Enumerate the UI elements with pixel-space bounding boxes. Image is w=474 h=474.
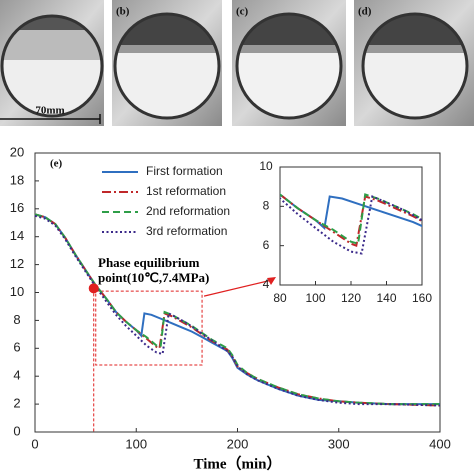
x-tick-label: 400 (429, 436, 451, 451)
inset-x-tick-label: 140 (376, 291, 396, 305)
panel-label: (d) (358, 6, 372, 18)
y-tick-label: 10 (10, 284, 24, 299)
inset-x-tick-label: 100 (305, 291, 325, 305)
x-tick-label: 100 (125, 436, 147, 451)
arrow (203, 279, 273, 297)
panel-label: (b) (116, 6, 130, 18)
legend-label: 2nd reformation (146, 204, 230, 218)
legend-label: First formation (146, 164, 223, 178)
inset-frame (279, 166, 423, 286)
y-tick-label: 14 (10, 228, 24, 243)
inset-y-tick-label: 4 (263, 277, 270, 291)
inset-lines (280, 193, 422, 255)
y-tick-label: 2 (13, 396, 20, 411)
series-line (280, 193, 422, 245)
x-axis-label: Time（min） (193, 454, 281, 472)
marker-point (88, 283, 99, 294)
inset-y-tick-label: 10 (259, 159, 273, 173)
y-tick-label: 16 (10, 200, 24, 215)
annotation: point(10℃,7.4MPa) (98, 270, 209, 285)
panel-label: (c) (236, 6, 249, 18)
panel-label: (e) (50, 158, 63, 170)
inset-y-tick-label: 6 (263, 238, 270, 252)
y-tick-label: 0 (13, 423, 20, 438)
inset-x-tick-label: 120 (341, 291, 361, 305)
series-line (280, 193, 422, 230)
x-tick-label: 300 (328, 436, 350, 451)
scale-bar-label: 70mm (35, 105, 64, 117)
series-line (34, 213, 440, 406)
y-tick-label: 18 (10, 172, 24, 187)
y-tick-label: 12 (10, 256, 24, 271)
inset-y-tick-label: 8 (263, 199, 270, 213)
annotation: Phase equilibrium (98, 255, 200, 270)
inset-x-tick-label: 80 (273, 291, 287, 305)
y-tick-label: 20 (10, 144, 24, 159)
y-tick-label: 4 (13, 368, 20, 383)
arrow-head (267, 277, 276, 285)
x-tick-label: 200 (227, 436, 249, 451)
legend-label: 1st reformation (146, 184, 226, 198)
y-tick-label: 8 (13, 312, 20, 327)
legend-label: 3rd reformation (146, 224, 227, 238)
photos: 70mm (b) (c) (d) (0, 0, 474, 126)
x-tick-label: 0 (31, 436, 38, 451)
y-tick-label: 6 (13, 340, 20, 355)
series-line (280, 193, 422, 248)
highlight-box (95, 290, 203, 366)
inset-x-tick-label: 160 (412, 291, 432, 305)
series-line (34, 214, 441, 407)
